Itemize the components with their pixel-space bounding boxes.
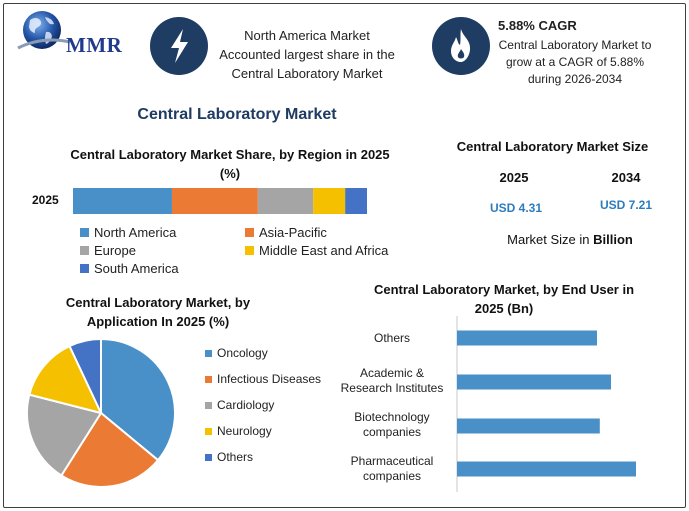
region-segment-south-america <box>345 188 367 214</box>
main-title: Central Laboratory Market <box>137 106 337 123</box>
legend-item-europe: Europe <box>80 243 136 258</box>
legend-item-neurology: Neurology <box>205 424 272 438</box>
category-label-academic: Academic & Research Institutes <box>340 366 444 395</box>
legend-item-middle-east-africa: Middle East and Africa <box>245 243 388 258</box>
end-user-bar-biotechnology-companies <box>457 418 600 434</box>
market-size-unit-note: Market Size in Billion <box>507 232 633 247</box>
pie-slice-oncology <box>100 337 176 462</box>
legend-item-infectious-diseases: Infectious Diseases <box>205 372 321 386</box>
region-segment-middle-east-and-africa <box>313 188 346 214</box>
legend-item-cardiology: Cardiology <box>205 398 274 412</box>
region-legend: North America Asia-Pacific Europe Middle… <box>80 225 420 281</box>
pie-slice-infectious-diseases <box>59 411 160 488</box>
cagr-info: Central Laboratory Market to grow at a C… <box>498 38 652 86</box>
lightning-icon <box>150 17 208 75</box>
legend-item-oncology: Oncology <box>205 346 268 360</box>
end-user-bar-chart <box>456 316 636 492</box>
legend-item-north-america: North America <box>80 225 176 240</box>
legend-item-south-america: South America <box>80 261 179 276</box>
end-user-bar-pharmaceutical-companies <box>457 461 636 477</box>
legend-item-others: Others <box>205 450 253 464</box>
region-chart-title: Central Laboratory Market Share, by Regi… <box>70 147 390 181</box>
flame-icon <box>432 17 490 75</box>
size-value-2025: USD 4.31 <box>489 201 543 215</box>
category-label-pharmaceutical: Pharmaceutical companies <box>350 454 434 483</box>
end-user-bar-others <box>457 330 597 346</box>
application-pie-chart <box>26 337 176 488</box>
cagr-title: 5.88% CAGR <box>498 18 577 33</box>
region-year-label: 2025 <box>32 193 59 207</box>
application-legend: Oncology Infectious Diseases Cardiology … <box>205 346 345 476</box>
size-year-2034: 2034 <box>611 170 641 185</box>
pie-slice-neurology <box>28 344 103 415</box>
infographic-frame <box>3 3 686 508</box>
end-user-chart-title: Central Laboratory Market, by End User i… <box>373 282 635 316</box>
category-label-others: Others <box>373 331 410 345</box>
category-label-biotechnology: Biotechnology companies <box>354 410 430 439</box>
pie-slice-others <box>68 337 102 414</box>
region-segment-asia-pacific <box>171 188 258 214</box>
end-user-bar-academic-research-institutes <box>457 374 611 390</box>
application-chart-title: Central Laboratory Market, by Applicatio… <box>65 295 251 329</box>
region-segment-europe <box>257 188 314 214</box>
market-size-title: Central Laboratory Market Size <box>456 139 649 154</box>
pie-slice-cardiology <box>26 393 103 477</box>
brand-logo-text: MMR <box>66 33 123 57</box>
size-value-2034: USD 7.21 <box>599 198 653 212</box>
legend-item-asia-pacific: Asia-Pacific <box>245 225 327 240</box>
end-user-category-labels: Others Academic & Research Institutes Bio… <box>330 318 454 496</box>
globe-logo-icon <box>17 11 71 50</box>
north-america-info: North America Market Accounted largest s… <box>219 28 395 81</box>
region-segment-north-america <box>73 188 172 214</box>
region-stacked-bar <box>73 188 367 214</box>
size-year-2025: 2025 <box>499 170 529 185</box>
